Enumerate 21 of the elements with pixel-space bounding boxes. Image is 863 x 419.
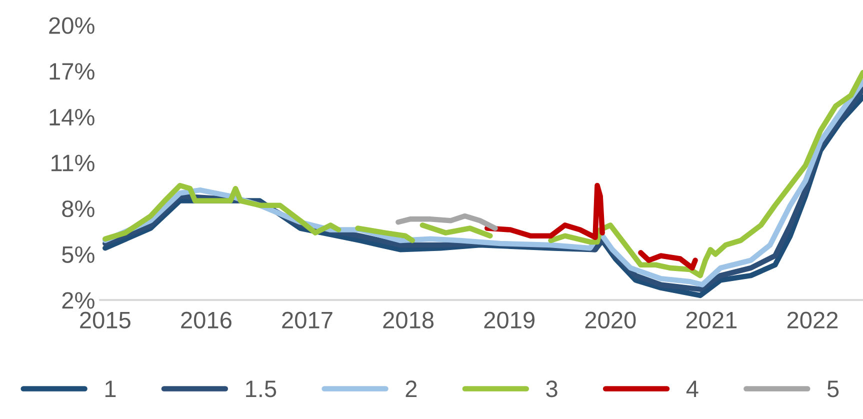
legend-label: 2 (406, 380, 417, 398)
x-tick-label: 2018 (383, 312, 434, 328)
y-tick-label: 17% (50, 63, 94, 80)
legend-label: 3 (546, 380, 558, 398)
y-tick-label: 2% (62, 292, 94, 309)
x-tick-label: 2016 (181, 312, 232, 328)
y-tick-label: 5% (62, 246, 94, 263)
y-tick-label: 14% (50, 108, 94, 126)
legend-label: 4 (686, 380, 698, 398)
y-tick-label: 11% (52, 154, 94, 172)
x-tick-label: 2019 (484, 312, 534, 328)
x-tick-label: 2022 (787, 312, 838, 328)
x-tick-label: 2015 (80, 312, 130, 328)
y-tick-label: 20% (49, 17, 94, 34)
legend-label: 5 (827, 380, 839, 398)
legend-label: 1.5 (246, 380, 276, 398)
y-tick-label: 8% (62, 200, 94, 218)
legend-label: 1 (105, 380, 116, 398)
x-tick-label: 2017 (282, 312, 332, 328)
x-tick-label: 2020 (585, 312, 636, 328)
x-tick-label: 2021 (686, 312, 737, 328)
